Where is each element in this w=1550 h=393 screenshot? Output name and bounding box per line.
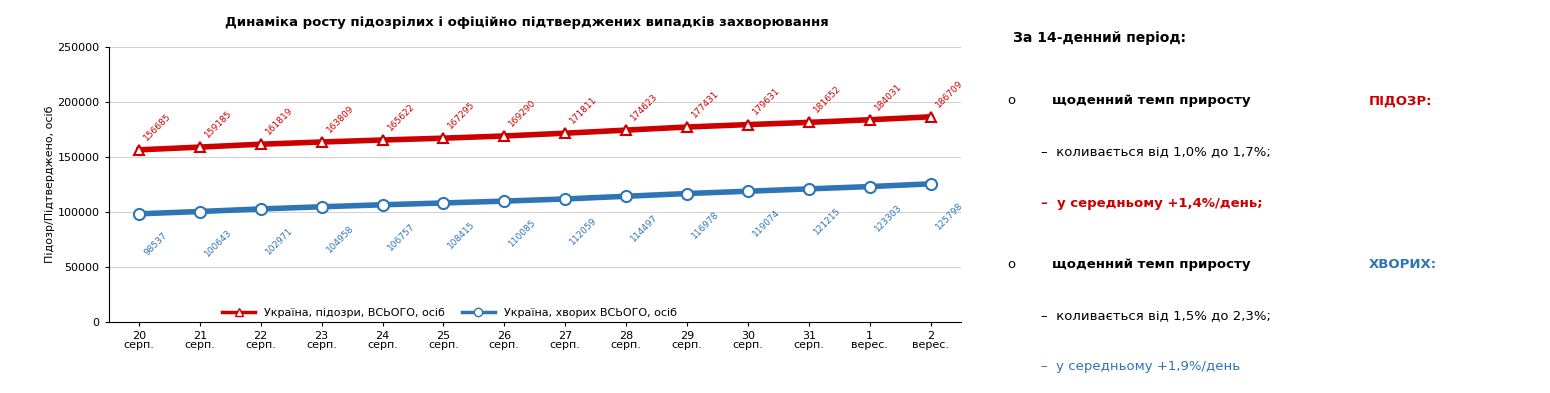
Text: Динаміка росту підозрілих і офіційно підтверджених випадків захворювання: Динаміка росту підозрілих і офіційно під…: [225, 16, 829, 29]
Y-axis label: Підозр/Підтверджено, осіб: Підозр/Підтверджено, осіб: [45, 106, 54, 263]
Legend: Україна, підозри, ВСЬОГО, осіб, Україна, хворих ВСЬОГО, осіб: Україна, підозри, ВСЬОГО, осіб, Україна,…: [217, 303, 682, 322]
Text: 184031: 184031: [873, 81, 904, 112]
Text: о: о: [1008, 258, 1015, 271]
Text: 119074: 119074: [750, 208, 781, 239]
Text: 102971: 102971: [264, 226, 294, 256]
Text: 161819: 161819: [264, 106, 294, 136]
Україна, підозри, ВСЬОГО, осіб: [251, 142, 270, 147]
Text: –  коливається від 1,0% до 1,7%;: – коливається від 1,0% до 1,7%;: [1042, 145, 1271, 158]
Text: 174623: 174623: [629, 92, 660, 122]
Text: о: о: [1008, 94, 1015, 107]
Україна, хворих ВСЬОГО, осіб: [312, 204, 332, 209]
Text: 181652: 181652: [812, 84, 843, 115]
Text: –  коливається від 1,5% до 2,3%;: – коливається від 1,5% до 2,3%;: [1042, 309, 1271, 322]
Text: 186709: 186709: [933, 78, 964, 109]
Україна, хворих ВСЬОГО, осіб: [434, 200, 453, 205]
Україна, хворих ВСЬОГО, осіб: [374, 202, 392, 207]
Україна, підозри, ВСЬОГО, осіб: [677, 125, 696, 129]
Україна, хворих ВСЬОГО, осіб: [921, 182, 939, 186]
Text: ХВОРИХ:: ХВОРИХ:: [1369, 258, 1437, 271]
Text: –  у середньому +1,9%/день: – у середньому +1,9%/день: [1042, 360, 1240, 373]
Text: За 14-денний період:: За 14-денний період:: [1012, 31, 1186, 46]
Text: 179631: 179631: [750, 86, 781, 117]
Text: 100643: 100643: [203, 228, 234, 259]
Україна, хворих ВСЬОГО, осіб: [191, 209, 209, 214]
Text: –  у середньому +1,4%/день;: – у середньому +1,4%/день;: [1042, 196, 1262, 209]
Text: 114497: 114497: [629, 213, 660, 243]
Text: 116978: 116978: [690, 210, 721, 241]
Україна, підозри, ВСЬОГО, осіб: [312, 140, 332, 144]
Україна, хворих ВСЬОГО, осіб: [617, 194, 635, 198]
Text: 169290: 169290: [507, 97, 538, 128]
Україна, хворих ВСЬОГО, осіб: [556, 196, 575, 201]
Text: 123303: 123303: [873, 203, 904, 234]
Україна, підозри, ВСЬОГО, осіб: [556, 131, 575, 136]
Україна, хворих ВСЬОГО, осіб: [130, 211, 149, 216]
Text: 108415: 108415: [446, 219, 477, 250]
Text: 159185: 159185: [203, 108, 234, 140]
Text: 177431: 177431: [690, 89, 721, 119]
Line: Україна, підозри, ВСЬОГО, осіб: Україна, підозри, ВСЬОГО, осіб: [135, 112, 935, 155]
Text: 167295: 167295: [446, 100, 477, 130]
Text: 165622: 165622: [386, 102, 415, 132]
Україна, підозри, ВСЬОГО, осіб: [921, 114, 939, 119]
Україна, хворих ВСЬОГО, осіб: [494, 199, 513, 204]
Text: щоденний темп приросту: щоденний темп приросту: [1052, 258, 1256, 271]
Line: Україна, хворих ВСЬОГО, осіб: Україна, хворих ВСЬОГО, осіб: [133, 178, 936, 219]
Україна, підозри, ВСЬОГО, осіб: [494, 134, 513, 138]
Україна, хворих ВСЬОГО, осіб: [251, 207, 270, 211]
Україна, хворих ВСЬОГО, осіб: [860, 184, 879, 189]
Text: 163809: 163809: [324, 103, 355, 134]
Text: 98537: 98537: [143, 230, 169, 257]
Україна, хворих ВСЬОГО, осіб: [738, 189, 756, 194]
Україна, підозри, ВСЬОГО, осіб: [191, 145, 209, 149]
Україна, підозри, ВСЬОГО, осіб: [374, 138, 392, 142]
Text: ПІДОЗР:: ПІДОЗР:: [1369, 94, 1432, 107]
Україна, підозри, ВСЬОГО, осіб: [617, 128, 635, 132]
Text: 171811: 171811: [569, 95, 598, 125]
Text: 121215: 121215: [812, 206, 842, 236]
Text: 104958: 104958: [324, 223, 355, 254]
Україна, підозри, ВСЬОГО, осіб: [800, 120, 818, 125]
Text: 156685: 156685: [143, 111, 172, 142]
Text: щоденний темп приросту: щоденний темп приросту: [1052, 94, 1256, 107]
Україна, підозри, ВСЬОГО, осіб: [434, 136, 453, 141]
Україна, підозри, ВСЬОГО, осіб: [738, 122, 756, 127]
Україна, підозри, ВСЬОГО, осіб: [130, 147, 149, 152]
Text: 110085: 110085: [507, 218, 538, 248]
Україна, хворих ВСЬОГО, осіб: [800, 187, 818, 191]
Text: 106757: 106757: [386, 221, 417, 252]
Україна, підозри, ВСЬОГО, осіб: [860, 118, 879, 122]
Text: 125798: 125798: [933, 200, 964, 231]
Text: 112059: 112059: [569, 215, 598, 246]
Україна, хворих ВСЬОГО, осіб: [677, 191, 696, 196]
